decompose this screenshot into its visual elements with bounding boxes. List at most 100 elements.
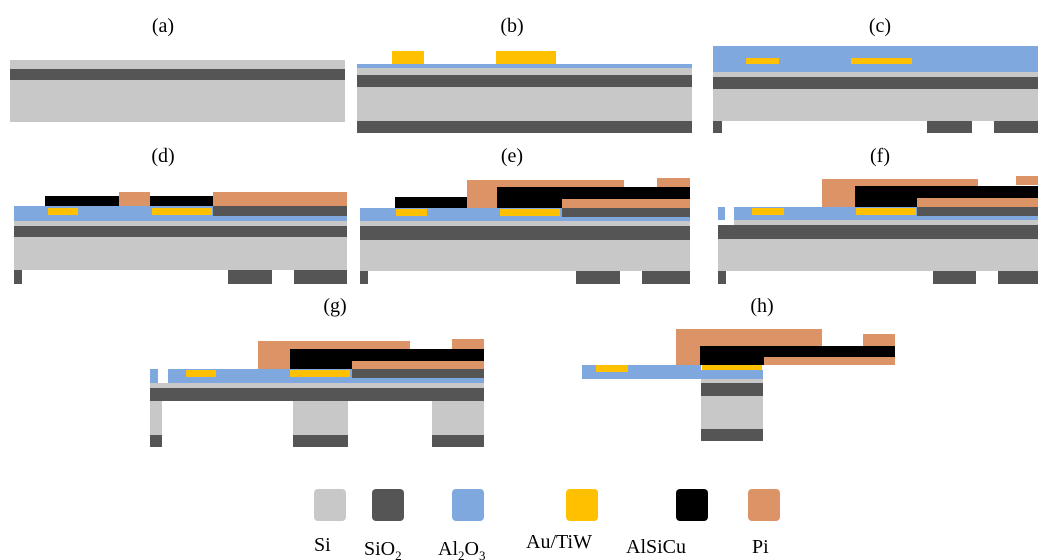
sio2-backside: [576, 271, 620, 284]
al2o3-layer: [352, 378, 484, 383]
si-substrate: [718, 239, 1038, 271]
si-substrate: [293, 401, 348, 435]
sio2-backside: [713, 121, 722, 133]
sio2-layer: [150, 388, 484, 401]
sio2-layer: [213, 206, 347, 216]
pi-layer: [213, 192, 347, 206]
pi-layer: [764, 357, 895, 365]
al2o3-layer: [357, 64, 692, 68]
si-layer: [713, 72, 1038, 77]
panel-g: [150, 339, 484, 447]
alsicu-trace: [395, 197, 467, 208]
al2o3-layer: [562, 217, 690, 221]
pi-layer: [1016, 176, 1038, 185]
panel-c: [713, 46, 1038, 133]
si-layer: [360, 221, 690, 226]
alsicu-trace: [45, 196, 119, 206]
alsicu-trace: [855, 198, 917, 207]
legend-swatch-alsicu: [676, 489, 708, 521]
legend-label-pi: Pi: [752, 536, 769, 558]
autiw-pad: [290, 370, 350, 377]
alsicu-trace: [700, 357, 764, 365]
legend: Si SiO2 Al2O3 Au/TiW AlSiCu Pi: [314, 489, 780, 560]
panel-e: [360, 178, 690, 284]
legend-label-al2o3: Al2O3: [438, 538, 485, 560]
si-substrate: [14, 237, 347, 270]
sio2-backside: [933, 271, 976, 284]
si-substrate: [150, 401, 162, 435]
autiw-pad: [856, 208, 916, 215]
sio2-backside: [701, 429, 763, 441]
autiw-pad: [752, 208, 784, 215]
alsicu-trace: [497, 199, 562, 208]
alsicu-trace: [855, 186, 1038, 198]
autiw-pad: [496, 51, 556, 65]
sio2-backside: [718, 271, 726, 284]
autiw-pad: [186, 370, 216, 377]
al2o3-layer: [150, 369, 158, 383]
si-substrate: [432, 401, 484, 435]
autiw-pad: [392, 51, 424, 65]
legend-label-sio2: SiO2: [364, 538, 402, 560]
legend-label-al2o3-sub2: 3: [479, 548, 486, 560]
sio2-backside: [432, 435, 484, 447]
si-layer: [734, 220, 1038, 225]
sio2-backside: [998, 271, 1038, 284]
autiw-pad: [851, 58, 912, 64]
si-layer: [10, 60, 345, 69]
si-substrate: [357, 87, 692, 121]
pi-layer: [657, 178, 690, 187]
alsicu-trace: [150, 196, 213, 206]
legend-label-al2o3-sub1: 2: [458, 548, 465, 560]
panel-d: [14, 192, 347, 284]
pi-layer: [452, 339, 484, 349]
alsicu-trace: [290, 349, 484, 361]
sio2-backside: [293, 435, 348, 447]
alsicu-trace: [497, 187, 690, 199]
si-layer: [701, 379, 763, 383]
sio2-layer: [701, 383, 763, 396]
sio2-backside: [150, 435, 162, 447]
si-layer: [150, 383, 484, 388]
sio2-backside: [357, 121, 692, 133]
si-substrate: [10, 80, 345, 122]
sio2-backside: [642, 271, 690, 284]
pi-layer: [562, 199, 690, 208]
legend-swatch-sio2: [372, 489, 404, 521]
pi-layer: [352, 361, 484, 369]
panel-label-c: (c): [869, 15, 891, 37]
al2o3-layer: [917, 216, 1038, 220]
legend-label-autiw: Au/TiW: [526, 531, 592, 553]
panel-label-d: (d): [151, 145, 174, 167]
alsicu-trace: [700, 346, 895, 357]
autiw-pad: [702, 365, 762, 370]
si-layer: [14, 221, 347, 226]
panel-h: [582, 329, 895, 441]
legend-label-sio2-main: SiO: [364, 538, 395, 560]
sio2-backside: [994, 121, 1038, 133]
autiw-pad: [596, 365, 628, 372]
autiw-pad: [48, 208, 78, 215]
legend-label-al2o3-tail: O: [465, 538, 479, 560]
si-layer: [357, 68, 692, 75]
autiw-pad: [152, 208, 212, 215]
sio2-layer: [357, 75, 692, 87]
autiw-pad: [746, 58, 779, 64]
panel-a: [10, 60, 345, 122]
sio2-backside: [927, 121, 972, 133]
autiw-pad: [500, 209, 560, 216]
sio2-backside: [360, 271, 368, 284]
panel-label-g: (g): [323, 295, 346, 317]
sio2-backside: [228, 270, 272, 284]
panel-label-h: (h): [750, 295, 773, 317]
legend-label-al2o3-main: Al: [438, 538, 458, 560]
sio2-layer: [713, 77, 1038, 89]
al2o3-layer: [701, 370, 763, 379]
sio2-layer: [14, 226, 347, 237]
panel-b: [357, 51, 692, 133]
legend-swatch-si: [314, 489, 346, 521]
si-substrate: [701, 396, 763, 429]
sio2-layer: [352, 369, 484, 378]
panel-label-e: (e): [501, 145, 523, 167]
